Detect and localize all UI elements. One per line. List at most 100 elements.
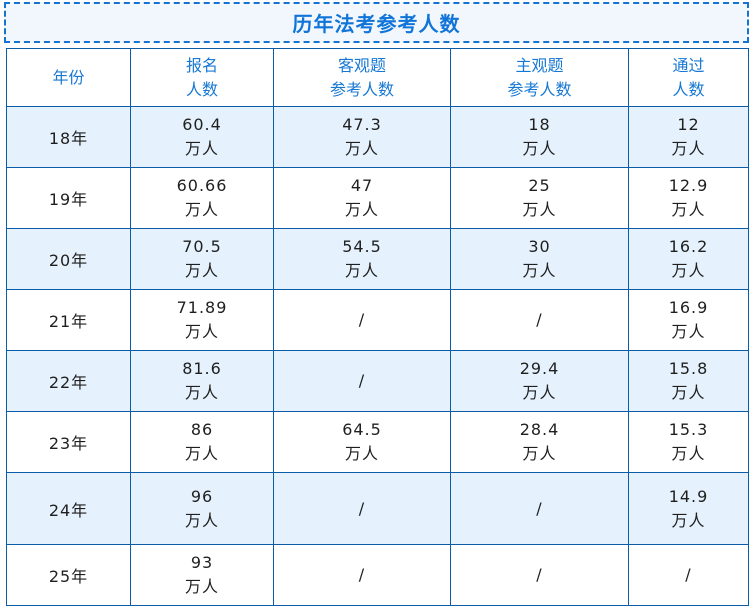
- cell-unit: 万人: [344, 444, 379, 463]
- year-cell: 21年: [6, 289, 131, 351]
- cell-unit: 万人: [344, 261, 379, 280]
- cell-unit: 万人: [522, 261, 557, 280]
- data-cell: 29.4 万人: [450, 350, 629, 412]
- table-header: 年份 报名 人数 客观题 参考人数 主观题 参考人数 通过 人数: [6, 48, 749, 107]
- cell-value: 71.89: [176, 298, 228, 317]
- cell-value: /: [685, 565, 692, 584]
- header-label: 参考人数: [329, 79, 394, 99]
- page-title: 历年法考参考人数: [292, 12, 461, 36]
- cell-value: 12: [677, 115, 700, 134]
- cell-unit: 万人: [522, 444, 557, 463]
- cell-value: 81.6: [182, 359, 222, 378]
- data-cell: 47.3 万人: [273, 106, 451, 168]
- data-cell: /: [450, 472, 629, 545]
- cell-value: 15.3: [668, 420, 709, 439]
- cell-unit: 万人: [671, 139, 706, 158]
- cell-unit: 万人: [184, 383, 219, 402]
- cell-value: /: [358, 565, 366, 584]
- year-cell: 18年: [6, 106, 131, 168]
- cell-value: /: [536, 498, 543, 518]
- cell-value: 70.5: [182, 237, 222, 256]
- cell-unit: 万人: [344, 139, 379, 158]
- year-cell: 24年: [6, 472, 131, 545]
- table-body: 18年 60.4 万人 47.3 万人 18 万人 12 万人: [6, 106, 749, 606]
- cell-unit: 万人: [184, 577, 219, 596]
- data-cell: 14.9 万人: [628, 472, 749, 545]
- cell-unit: 万人: [184, 510, 219, 530]
- header-cell-subjective: 主观题 参考人数: [450, 48, 629, 107]
- data-cell: 28.4 万人: [450, 411, 629, 473]
- table-row: 25年 93 万人 / / /: [6, 544, 749, 606]
- cell-unit: 万人: [184, 444, 219, 463]
- table-row: 22年 81.6 万人 / 29.4 万人 15.8 万人: [6, 350, 749, 412]
- data-cell: 64.5 万人: [273, 411, 451, 473]
- header-label: 报名: [185, 55, 218, 75]
- exam-stats-table: 年份 报名 人数 客观题 参考人数 主观题 参考人数 通过 人数: [6, 48, 749, 606]
- year-cell: 20年: [6, 228, 131, 290]
- cell-unit: 万人: [671, 383, 706, 402]
- cell-value: 96: [190, 486, 214, 506]
- data-cell: /: [273, 289, 451, 351]
- header-label: 客观题: [337, 55, 386, 75]
- cell-value: /: [358, 310, 366, 329]
- data-cell: 54.5 万人: [273, 228, 451, 290]
- cell-value: 29.4: [519, 359, 560, 378]
- cell-unit: 万人: [671, 444, 706, 463]
- cell-value: 25: [528, 176, 551, 195]
- header-row: 年份 报名 人数 客观题 参考人数 主观题 参考人数 通过 人数: [6, 48, 749, 107]
- data-cell: 96 万人: [130, 472, 274, 545]
- data-cell: /: [450, 544, 629, 606]
- cell-value: 16.9: [668, 298, 709, 317]
- cell-unit: 万人: [184, 139, 219, 158]
- cell-unit: 万人: [671, 200, 706, 219]
- cell-value: 60.4: [182, 115, 222, 134]
- cell-unit: 万人: [522, 139, 557, 158]
- header-cell-objective: 客观题 参考人数: [273, 48, 451, 107]
- data-cell: 30 万人: [450, 228, 629, 290]
- year-cell: 22年: [6, 350, 131, 412]
- cell-unit: 万人: [522, 383, 557, 402]
- header-label: 主观题: [515, 55, 564, 75]
- data-cell: 25 万人: [450, 167, 629, 229]
- table-row: 21年 71.89 万人 / / 16.9 万人: [6, 289, 749, 351]
- year-cell: 19年: [6, 167, 131, 229]
- table-row: 23年 86 万人 64.5 万人 28.4 万人 15.3 万人: [6, 411, 749, 473]
- data-cell: 12.9 万人: [628, 167, 749, 229]
- data-cell: 71.89 万人: [130, 289, 274, 351]
- data-cell: 16.9 万人: [628, 289, 749, 351]
- table-row: 24年 96 万人 / / 14.9 万人: [6, 472, 749, 545]
- data-cell: 86 万人: [130, 411, 274, 473]
- cell-value: 47.3: [342, 115, 382, 134]
- cell-value: 54.5: [342, 237, 382, 256]
- cell-value: 86: [190, 420, 214, 439]
- data-cell: 47 万人: [273, 167, 451, 229]
- cell-value: /: [358, 371, 366, 390]
- header-cell-year: 年份: [6, 48, 131, 107]
- header-cell-passed: 通过 人数: [628, 48, 749, 107]
- title-band: 历年法考参考人数: [4, 2, 749, 43]
- data-cell: /: [450, 289, 629, 351]
- table-row: 19年 60.66 万人 47 万人 25 万人 12.9 万人: [6, 167, 749, 229]
- data-cell: /: [273, 472, 451, 545]
- cell-value: 28.4: [519, 420, 560, 439]
- cell-value: 18: [528, 115, 551, 134]
- cell-value: /: [536, 310, 543, 329]
- cell-value: /: [358, 498, 366, 518]
- cell-value: /: [536, 565, 543, 584]
- data-cell: 18 万人: [450, 106, 629, 168]
- data-cell: /: [273, 350, 451, 412]
- cell-unit: 万人: [671, 261, 706, 280]
- cell-value: 15.8: [668, 359, 709, 378]
- data-cell: 15.3 万人: [628, 411, 749, 473]
- cell-unit: 万人: [184, 261, 219, 280]
- data-cell: 60.4 万人: [130, 106, 274, 168]
- cell-unit: 万人: [671, 322, 706, 341]
- header-cell-registered: 报名 人数: [130, 48, 274, 107]
- cell-value: 47: [350, 176, 374, 195]
- data-cell: /: [273, 544, 451, 606]
- data-cell: 70.5 万人: [130, 228, 274, 290]
- data-cell: 93 万人: [130, 544, 274, 606]
- cell-value: 60.66: [176, 176, 228, 195]
- year-cell: 23年: [6, 411, 131, 473]
